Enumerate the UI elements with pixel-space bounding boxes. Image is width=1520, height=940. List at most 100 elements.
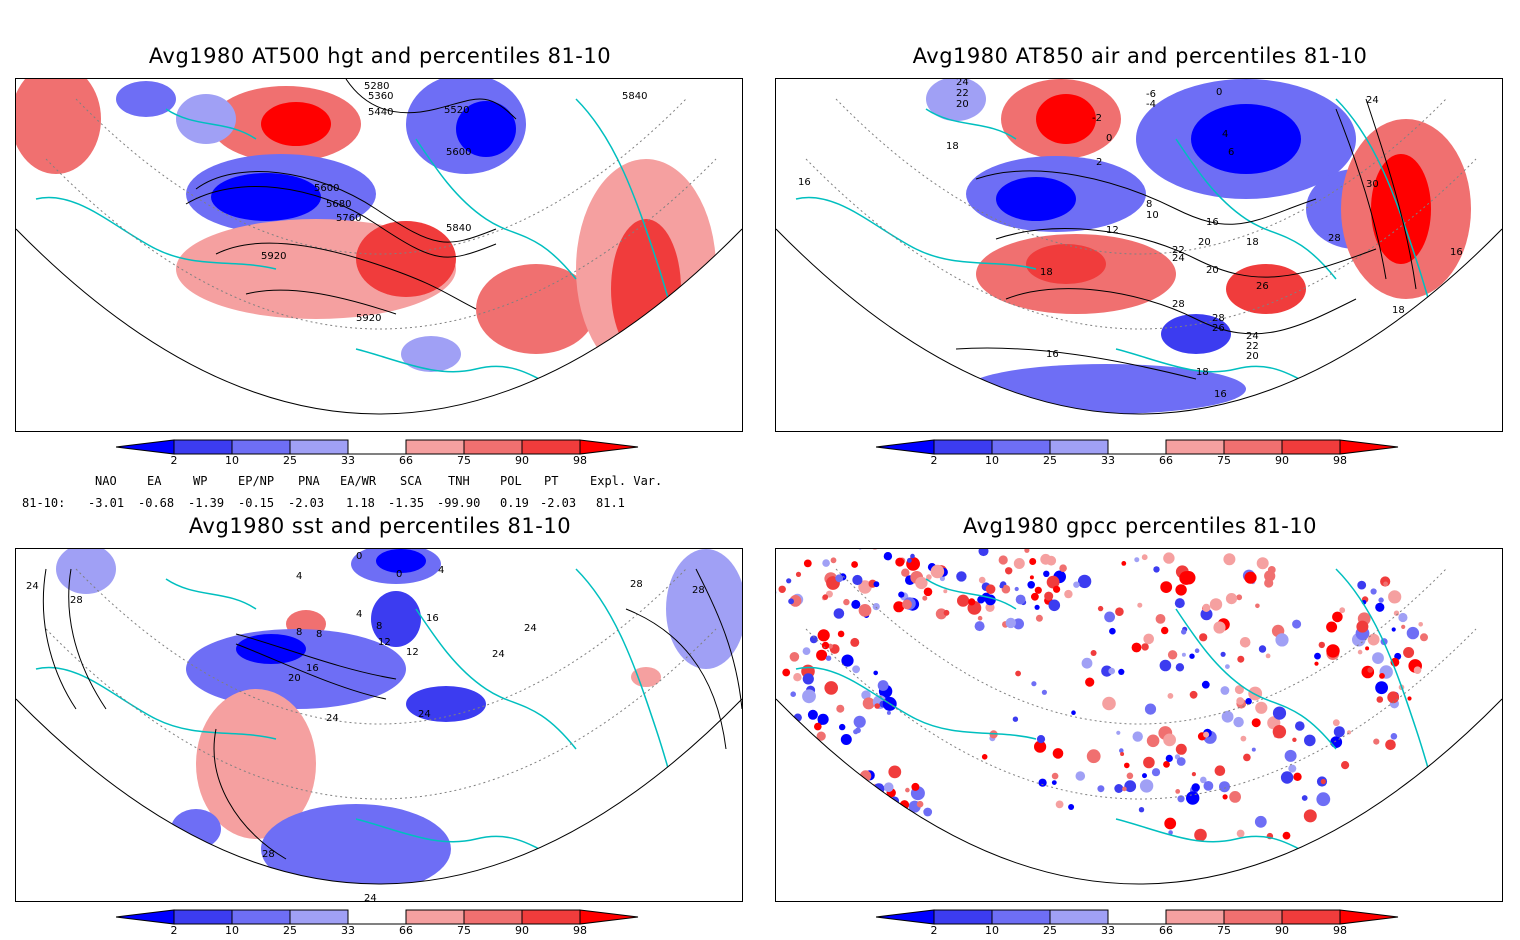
precip-anomaly-wet: [821, 641, 830, 650]
precip-anomaly-dry: [1036, 735, 1046, 744]
colorbar-swatch-blue: [289, 439, 349, 455]
precip-anomaly-dry: [852, 574, 863, 586]
contour-label: 24: [26, 581, 39, 592]
precip-anomaly-wet: [1143, 633, 1154, 645]
precip-anomaly-dry: [977, 595, 985, 604]
precip-anomaly-dry: [1275, 633, 1289, 647]
colorbar-hgt: 2 10 25 33 66 75 90 98: [115, 438, 646, 467]
precip-anomaly-dry: [853, 715, 866, 728]
precip-anomaly-wet: [1214, 765, 1226, 776]
precip-anomaly-wet: [1339, 607, 1346, 614]
precip-anomaly-wet: [837, 630, 845, 638]
contour: [195, 171, 497, 243]
colorbar-tick-label: 2: [931, 454, 938, 464]
precip-anomaly-dry: [790, 691, 796, 697]
contour-label: 12: [378, 637, 391, 648]
precip-anomaly-dry: [1378, 597, 1384, 603]
precip-anomaly-dry: [1372, 652, 1384, 664]
precip-anomaly-wet: [830, 557, 837, 564]
colorbar-swatch-blue: [231, 439, 291, 455]
precip-anomaly-dry: [1097, 785, 1105, 793]
anomaly-red: [631, 667, 661, 687]
precip-anomaly-wet: [1202, 603, 1211, 612]
contour-label: 5520: [444, 105, 469, 116]
colorbar-tick-label: 25: [283, 454, 297, 464]
precip-anomaly-dry: [1104, 611, 1115, 623]
precip-anomaly-wet: [1373, 738, 1380, 745]
precip-anomaly-dry: [978, 549, 989, 557]
precip-anomaly-wet: [872, 549, 878, 550]
index-header: TNH: [448, 474, 470, 488]
anomaly-red-strong: [356, 221, 456, 297]
contour-label: 8: [1146, 199, 1152, 210]
precip-anomaly-dry: [802, 673, 814, 685]
precip-anomaly-wet: [1367, 633, 1380, 646]
contour: [975, 170, 1317, 225]
anomaly-blue: [926, 79, 986, 121]
colorbar-tick-label: 33: [1101, 924, 1115, 934]
map-air: 24 22 20 18 -6 -4 0 -2 0 2 4 6 8 10 12 1…: [775, 78, 1503, 432]
contour: [995, 228, 1377, 278]
contour-label: -4: [1146, 99, 1156, 110]
precip-anomaly-wet: [822, 594, 829, 600]
precip-anomaly-dry: [802, 647, 811, 655]
colorbar-air: 2 10 25 33 66 75 90 98: [875, 438, 1406, 467]
anomaly-red-strong: [261, 102, 331, 146]
precip-anomaly-dry: [1151, 768, 1161, 777]
anomaly-red-strong: [1026, 244, 1106, 284]
panel-title-air: Avg1980 AT850 air and percentiles 81-10: [912, 44, 1368, 68]
map-edge: [16, 228, 742, 415]
precip-anomaly-dry: [1314, 652, 1321, 660]
precip-anomaly-dry: [883, 552, 893, 561]
precip-anomaly-wet: [1055, 800, 1064, 809]
contour-label: 16: [1450, 247, 1463, 258]
precip-anomaly-wet: [1141, 554, 1148, 561]
colorbar-tick-label: 25: [283, 924, 297, 934]
precip-anomaly-wet: [943, 589, 948, 594]
coastline: [1175, 608, 1337, 750]
contour-label: 24: [364, 893, 377, 901]
index-value: -3.01: [88, 496, 125, 510]
contour-label: 5920: [356, 313, 381, 324]
precip-anomaly-wet: [1320, 778, 1326, 785]
precip-anomaly-wet: [1189, 690, 1198, 699]
colorbar-tick-label: 10: [985, 924, 999, 934]
map-air-svg: 24 22 20 18 -6 -4 0 -2 0 2 4 6 8 10 12 1…: [776, 79, 1502, 431]
precip-anomaly-dry: [1254, 815, 1267, 828]
precip-anomaly-wet: [1282, 831, 1291, 840]
precip-anomaly-dry: [1124, 780, 1137, 793]
precip-anomaly-dry: [1177, 795, 1185, 803]
precip-anomaly-dry: [1375, 602, 1385, 612]
precip-anomaly-wet: [915, 576, 928, 590]
colorbar-svg: 2 10 25 33 66 75 90 98: [875, 909, 1399, 937]
precip-anomaly-wet: [1251, 718, 1261, 728]
colorbar-arrow-left: [115, 909, 175, 925]
map-outside: [16, 699, 742, 901]
precip-anomaly-wet: [789, 595, 802, 607]
contour-label: 5440: [368, 107, 393, 118]
precip-anomaly-wet: [1005, 567, 1013, 575]
precip-anomaly-wet: [778, 585, 786, 593]
precip-anomaly-wet: [1393, 610, 1400, 616]
precip-anomaly-dry: [1398, 612, 1408, 623]
colorbar-tick-label: 25: [1043, 454, 1057, 464]
precip-anomaly-dry: [1031, 681, 1037, 687]
contour-label: -2: [1092, 113, 1102, 124]
colorbar-swatch-red: [463, 439, 523, 455]
contour-label: 26: [1212, 323, 1225, 334]
index-header: PT: [544, 474, 559, 488]
precip-anomaly-wet: [916, 800, 924, 808]
contour-label: 5600: [314, 183, 339, 194]
precip-anomaly-dry: [1200, 608, 1213, 621]
colorbar-swatch-red: [1165, 909, 1225, 925]
contour-label: 5360: [368, 91, 393, 102]
colorbar-arrow-right: [579, 439, 639, 455]
map-gpcc: [775, 548, 1503, 902]
colorbar-svg: 2 10 25 33 66 75 90 98: [875, 439, 1399, 467]
precip-anomaly-wet: [1191, 772, 1196, 777]
precip-anomaly-wet: [981, 754, 988, 760]
contour: [625, 608, 727, 750]
anomaly-blue: [401, 336, 461, 372]
precip-anomaly-dry: [855, 727, 861, 734]
contour-label: 4: [356, 609, 362, 620]
